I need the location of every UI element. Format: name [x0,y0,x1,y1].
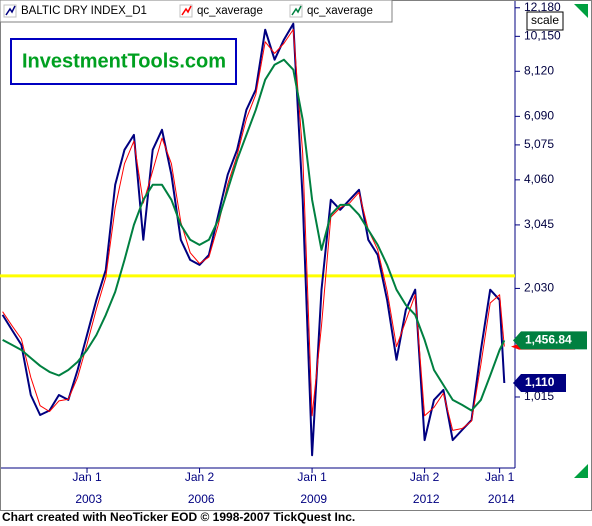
end-label-box [513,373,566,392]
end-label: 1,456.84 [525,333,572,347]
legend-label: BALTIC DRY INDEX_D1 [21,5,147,17]
series-line [1,22,506,457]
x-tick-label: Jan 2 2006 [185,470,215,506]
y-tick-label: 4,060 [524,172,554,186]
y-tick-label: 1,015 [524,389,554,403]
corner-arrow [574,464,588,478]
series-line [2,58,506,412]
end-label: 1,110 [525,375,555,389]
x-tick-label: Jan 1 2003 [72,470,102,506]
footer: Chart created with NeoTicker EOD © 1998-… [2,510,355,524]
x-tick-label: Jan 1 2014 [485,470,515,506]
y-tick-label: 3,045 [524,217,554,231]
y-tick-label: 5,075 [524,137,554,151]
plot-area [0,22,515,457]
x-tick-label: Jan 2 2012 [410,470,440,506]
y-tick-label: 8,120 [524,63,554,77]
legend-label: qc_xaverage [197,5,263,17]
end-label-box [513,331,587,350]
legend-icon [181,5,192,16]
scale-label[interactable]: scale [531,13,559,27]
logo: InvestmentTools.com [22,50,226,72]
x-tick-label: Jan 1 2009 [297,470,327,506]
legend-icon [5,5,16,16]
y-tick-label: 10,150 [524,29,561,43]
legend-icon [291,5,302,16]
corner-arrow [574,4,588,18]
series-line [2,29,505,431]
logo-box [10,38,237,85]
legend-label: qc_xaverage [307,5,373,17]
y-tick-label: 6,090 [524,109,554,123]
y-tick-label: 12,180 [524,0,561,14]
y-tick-label: 2,030 [524,281,554,295]
scale-button[interactable] [526,11,564,31]
